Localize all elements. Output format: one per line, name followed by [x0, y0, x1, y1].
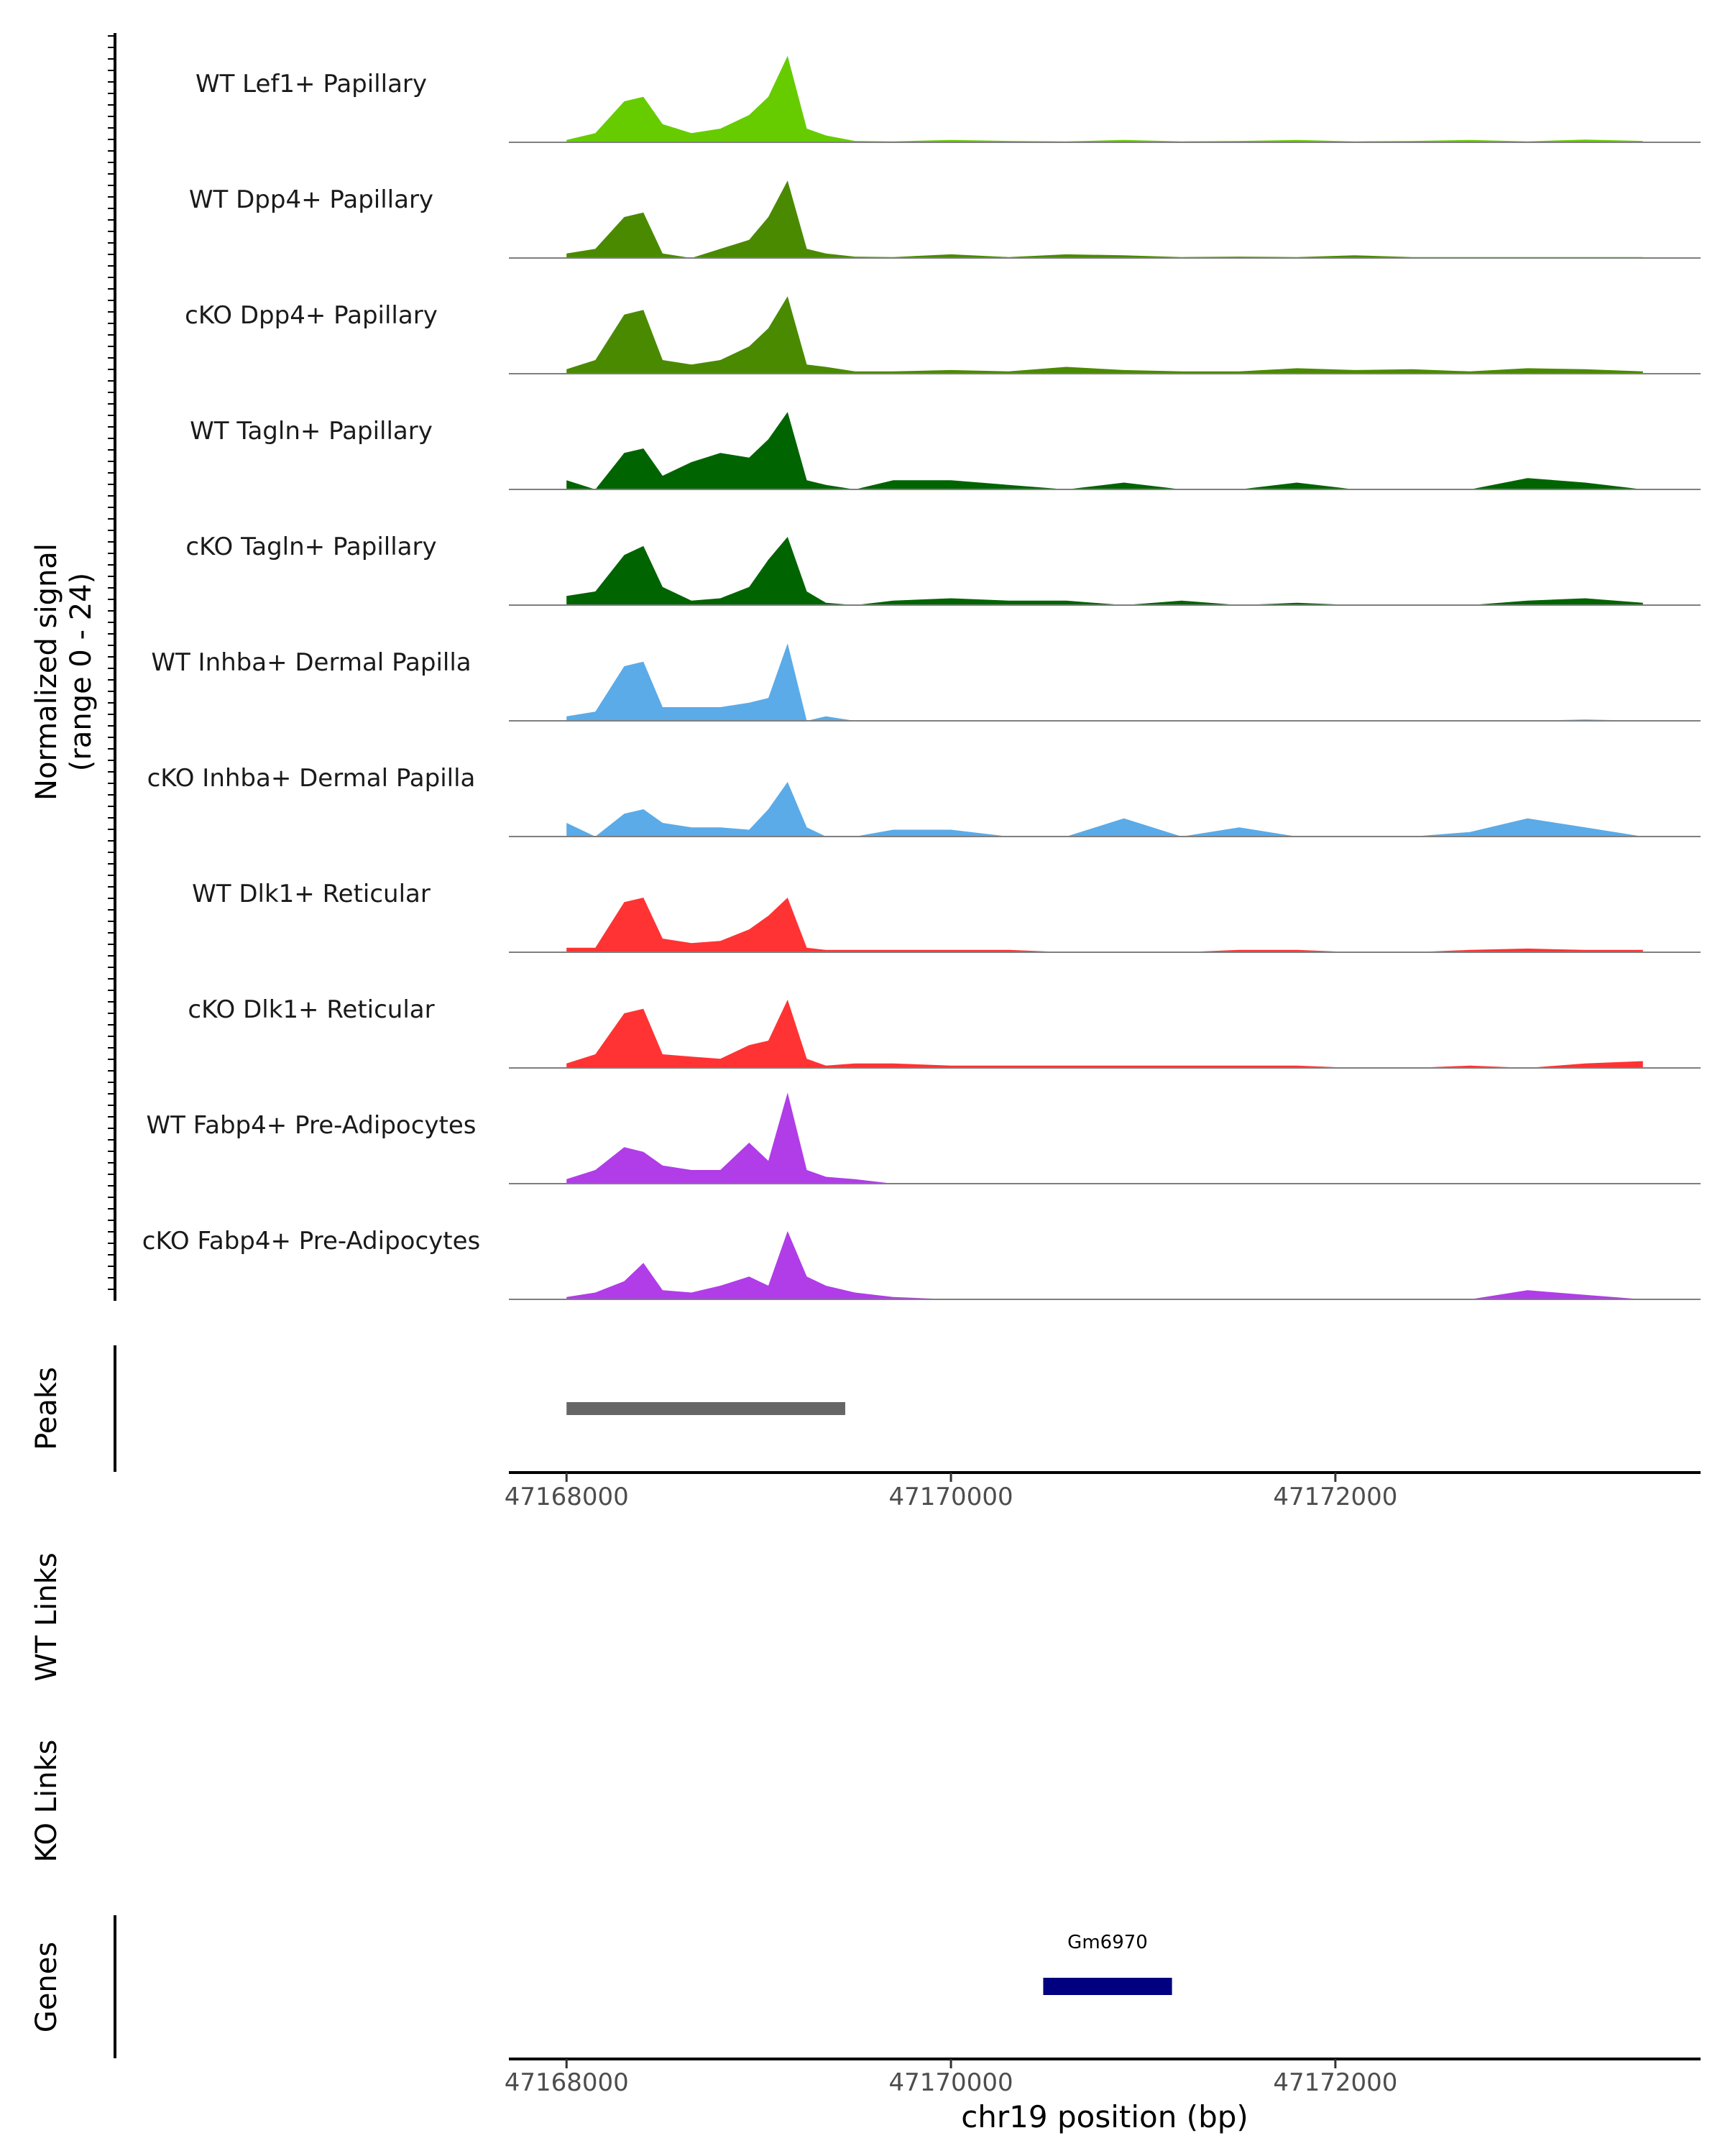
coverage-track: WT Dpp4+ Papillary — [189, 180, 1701, 259]
track-label: WT Dlk1+ Reticular — [192, 880, 431, 908]
coverage-tracks: WT Lef1+ Papillary WT Dpp4+ Papillary cKO … — [142, 55, 1701, 1300]
coverage-track: WT Dlk1+ Reticular — [192, 880, 1701, 953]
peak-interval — [566, 1402, 845, 1415]
track-label: WT Fabp4+ Pre-Adipocytes — [147, 1111, 477, 1140]
track-label: WT Dpp4+ Papillary — [189, 185, 433, 214]
coverage-area — [566, 782, 1643, 837]
genes-x-tick-label-47172000: 47172000 — [1273, 2068, 1397, 2097]
track-label: cKO Dpp4+ Papillary — [185, 301, 438, 330]
peaks-x-tick-label-47170000: 47170000 — [889, 1483, 1013, 1511]
coverage-area — [566, 296, 1643, 374]
genes-x-tick-label-47170000: 47170000 — [889, 2068, 1013, 2097]
coverage-ylabel-line2: (range 0 - 24) — [65, 573, 98, 771]
coverage-track: cKO Fabp4+ Pre-Adipocytes — [142, 1227, 1701, 1300]
genes-panel: Genes Gm6970 47168000 47170000 47172000 … — [30, 1915, 1701, 2134]
links-panels: WT Links KO Links — [30, 1552, 63, 1862]
track-label: WT Inhba+ Dermal Papilla — [151, 648, 471, 677]
coverage-area — [566, 1000, 1643, 1068]
coverage-track: WT Lef1+ Papillary — [196, 55, 1701, 143]
coverage-area — [566, 643, 1643, 721]
peaks-ylabel: Peaks — [30, 1367, 63, 1450]
genes-x-tick-label-47168000: 47168000 — [505, 2068, 629, 2097]
genes-xlabel: chr19 position (bp) — [961, 2099, 1248, 2134]
track-label: cKO Fabp4+ Pre-Adipocytes — [142, 1227, 481, 1256]
track-label: cKO Inhba+ Dermal Papilla — [147, 764, 476, 793]
coverage-area — [566, 55, 1643, 142]
coverage-track: WT Tagln+ Papillary — [190, 412, 1701, 490]
ko-links-label: KO Links — [30, 1740, 63, 1863]
coverage-ylabel-line1: Normalized signal — [30, 543, 63, 801]
coverage-area — [566, 180, 1643, 258]
coverage-track: cKO Tagln+ Papillary — [185, 533, 1701, 606]
coverage-y-axis-ticks — [108, 35, 115, 1290]
peaks-x-tick-label-47168000: 47168000 — [505, 1483, 629, 1511]
peaks-x-tick-label-47172000: 47172000 — [1273, 1483, 1397, 1511]
coverage-area — [566, 537, 1643, 605]
genes-ylabel: Genes — [30, 1942, 63, 2032]
track-label: WT Lef1+ Papillary — [196, 70, 427, 98]
coverage-track: WT Inhba+ Dermal Papilla — [151, 643, 1701, 722]
coverage-area — [566, 1092, 1643, 1184]
coverage-track: cKO Dlk1+ Reticular — [188, 995, 1701, 1069]
peaks-panel: Peaks 47168000 47170000 47172000 — [30, 1345, 1701, 1511]
coverage-area — [566, 1231, 1643, 1299]
wt-links-label: WT Links — [30, 1552, 63, 1681]
peaks-x-ticks: 47168000 47170000 47172000 — [505, 1473, 1397, 1511]
genes-x-ticks: 47168000 47170000 47172000 — [505, 2059, 1397, 2097]
gene-gm6970-label: Gm6970 — [1067, 1932, 1148, 1953]
track-label: cKO Dlk1+ Reticular — [188, 995, 434, 1024]
track-label: WT Tagln+ Papillary — [190, 417, 433, 446]
coverage-track: cKO Dpp4+ Papillary — [185, 296, 1701, 374]
coverage-area — [566, 898, 1643, 952]
coverage-track: cKO Inhba+ Dermal Papilla — [147, 764, 1701, 837]
coverage-area — [566, 412, 1643, 489]
track-label: cKO Tagln+ Papillary — [185, 533, 436, 561]
gene-gm6970 — [1043, 1978, 1172, 1995]
coverage-track: WT Fabp4+ Pre-Adipocytes — [147, 1092, 1701, 1184]
coverage-panel: Normalized signal (range 0 - 24) WT Lef1… — [30, 33, 1701, 1301]
